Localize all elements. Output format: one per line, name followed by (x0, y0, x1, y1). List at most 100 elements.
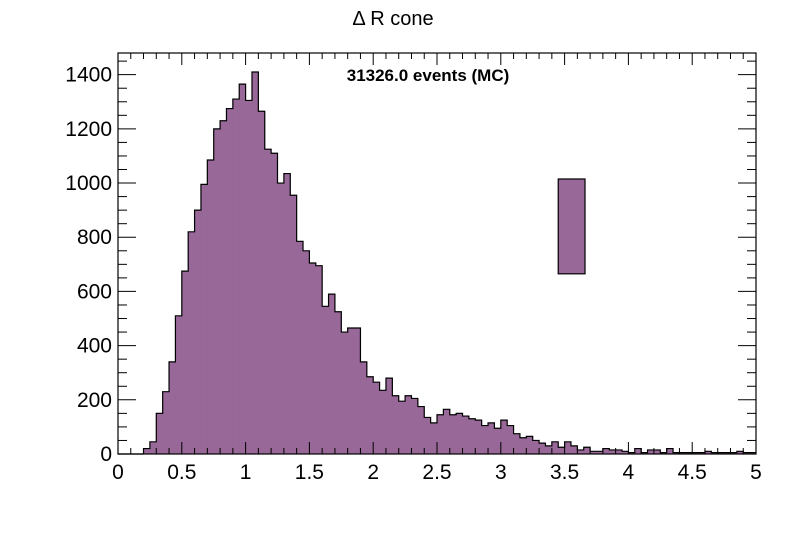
histogram-bar (622, 451, 629, 454)
x-tick-label: 0 (112, 461, 124, 484)
histogram-bar (666, 448, 674, 454)
histogram-bar (500, 420, 508, 454)
histogram-bar (181, 271, 189, 454)
histogram-bar (698, 452, 706, 454)
x-tick-label: 1 (240, 461, 252, 484)
histogram-bar (347, 328, 355, 454)
histogram-bar (551, 441, 559, 454)
y-tick-label: 800 (77, 226, 112, 249)
histogram-bar (264, 149, 272, 455)
histogram-bar (149, 441, 157, 454)
y-tick-label: 0 (100, 443, 112, 466)
x-tick-label: 4 (623, 461, 635, 484)
histogram-bar (373, 382, 380, 454)
y-tick-label: 1400 (65, 64, 112, 87)
histogram-bar (570, 445, 578, 454)
histogram-bar (532, 440, 540, 454)
histogram-bar (315, 265, 323, 454)
histogram-bar (749, 452, 757, 454)
y-tick-label: 1200 (65, 118, 112, 141)
histogram-bar (443, 409, 451, 454)
histogram-bar (647, 449, 655, 454)
y-tick-label: 1000 (65, 172, 112, 195)
histogram-bar (468, 418, 476, 454)
histogram-bar (366, 376, 374, 454)
histogram-bar (328, 294, 336, 454)
histogram-bar (449, 414, 457, 454)
histogram-bar (704, 451, 712, 454)
histogram-bar (507, 425, 514, 454)
histogram-bar (692, 452, 699, 454)
histogram-bar (615, 449, 623, 454)
events-annotation: 31326.0 events (MC) (347, 66, 510, 85)
histogram-bar (232, 99, 240, 454)
x-tick-label: 0.5 (167, 461, 196, 484)
histogram-bar (341, 332, 349, 454)
histogram-bars (143, 71, 757, 455)
histogram-bar (577, 449, 585, 454)
histogram-bar (494, 428, 502, 454)
histogram-bar (162, 391, 170, 454)
histogram-bar (711, 452, 719, 454)
histogram-bar (226, 108, 234, 455)
histogram-bar (717, 452, 725, 454)
histogram-bar (239, 84, 246, 454)
histogram-bar (251, 71, 259, 454)
histogram-bar (475, 420, 483, 454)
histogram-bar (360, 361, 368, 454)
histogram-bar (545, 445, 553, 454)
histogram-bar (405, 395, 412, 454)
histogram-bar (558, 447, 565, 454)
histogram-bar (417, 406, 425, 454)
histogram-bar (354, 328, 361, 454)
histogram-bar (437, 414, 444, 454)
histogram-bar (628, 452, 636, 454)
histogram-bar (207, 160, 215, 454)
histogram-bar (583, 447, 591, 454)
histogram-bar (200, 184, 208, 454)
histogram-bar (322, 306, 329, 454)
histogram-bar (188, 231, 195, 454)
histogram-bar (564, 441, 572, 454)
histogram-bar (175, 315, 183, 454)
histogram-bar (456, 413, 463, 454)
histogram-bar (194, 210, 202, 454)
histogram-bar (385, 378, 393, 454)
x-tick-label: 3.5 (550, 461, 579, 484)
y-axis-tick-labels: 0 200 400 600 800 1000 1200 1400 (65, 64, 112, 466)
histogram-bar (730, 452, 738, 454)
histogram-bar (653, 449, 661, 454)
histogram-bar (290, 195, 298, 454)
histogram-bar (143, 448, 151, 454)
axis-ticks (117, 53, 757, 455)
histogram-bar (169, 361, 176, 454)
legend-fill-swatch (557, 178, 586, 275)
histogram-bar (609, 449, 617, 454)
histogram-bar (590, 451, 597, 454)
histogram-bar (379, 390, 387, 454)
histogram-bar (513, 433, 521, 454)
histogram-bar (309, 262, 317, 454)
x-tick-label: 1.5 (295, 461, 324, 484)
histogram-bar (213, 128, 221, 454)
histogram-bar (526, 436, 534, 454)
histogram-bar (156, 413, 164, 454)
histogram-bar (724, 452, 731, 454)
x-tick-label: 2.5 (422, 461, 451, 484)
histogram-bar (462, 416, 470, 454)
histogram-bar (424, 417, 432, 454)
y-tick-label: 400 (77, 335, 112, 358)
histogram-bar (539, 443, 546, 454)
histogram-bar (411, 398, 419, 454)
y-tick-label: 600 (77, 280, 112, 303)
histogram-bar (679, 452, 687, 454)
histogram-bar (258, 111, 266, 454)
histogram-bar (271, 153, 278, 454)
histogram-bar (641, 452, 648, 454)
histogram-bar (743, 452, 751, 454)
histogram-bar (488, 422, 495, 454)
histogram-bar (481, 425, 489, 454)
histogram-bar (283, 173, 291, 454)
histogram-bar (398, 401, 406, 454)
histogram-bar (392, 395, 400, 454)
